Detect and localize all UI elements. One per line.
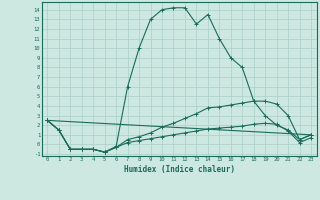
X-axis label: Humidex (Indice chaleur): Humidex (Indice chaleur) <box>124 165 235 174</box>
